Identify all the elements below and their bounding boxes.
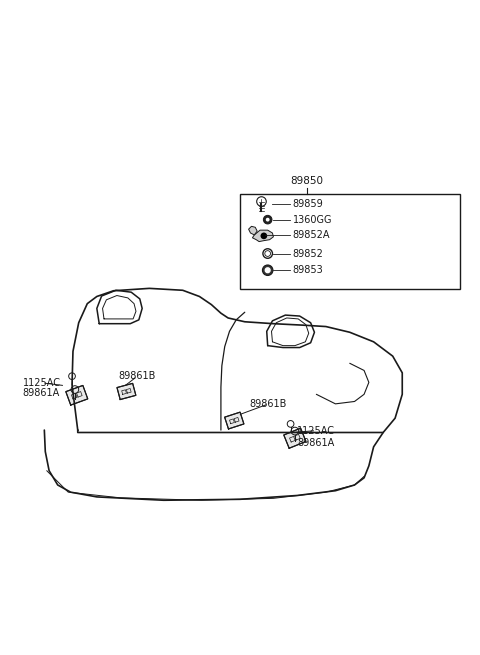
Circle shape bbox=[265, 268, 270, 272]
Text: 89861B: 89861B bbox=[118, 371, 156, 381]
Polygon shape bbox=[284, 428, 306, 448]
Text: 89852: 89852 bbox=[292, 248, 324, 259]
Text: 89861A: 89861A bbox=[297, 438, 335, 448]
Polygon shape bbox=[225, 412, 244, 429]
Circle shape bbox=[263, 265, 273, 276]
Text: 89861A: 89861A bbox=[23, 388, 60, 398]
Polygon shape bbox=[252, 230, 274, 242]
Circle shape bbox=[261, 233, 267, 239]
Text: 89852A: 89852A bbox=[292, 230, 330, 240]
Text: 1360GG: 1360GG bbox=[292, 215, 332, 225]
Circle shape bbox=[266, 217, 270, 221]
Text: 89861B: 89861B bbox=[250, 399, 287, 409]
Text: 89853: 89853 bbox=[292, 265, 323, 275]
FancyBboxPatch shape bbox=[240, 194, 459, 290]
Polygon shape bbox=[117, 383, 136, 400]
Circle shape bbox=[264, 215, 272, 224]
Text: 89859: 89859 bbox=[292, 199, 323, 210]
Polygon shape bbox=[249, 227, 257, 235]
Text: 1125AC: 1125AC bbox=[297, 426, 335, 436]
Text: 89850: 89850 bbox=[290, 176, 324, 186]
Polygon shape bbox=[66, 385, 88, 405]
Text: 1125AC: 1125AC bbox=[23, 378, 61, 388]
